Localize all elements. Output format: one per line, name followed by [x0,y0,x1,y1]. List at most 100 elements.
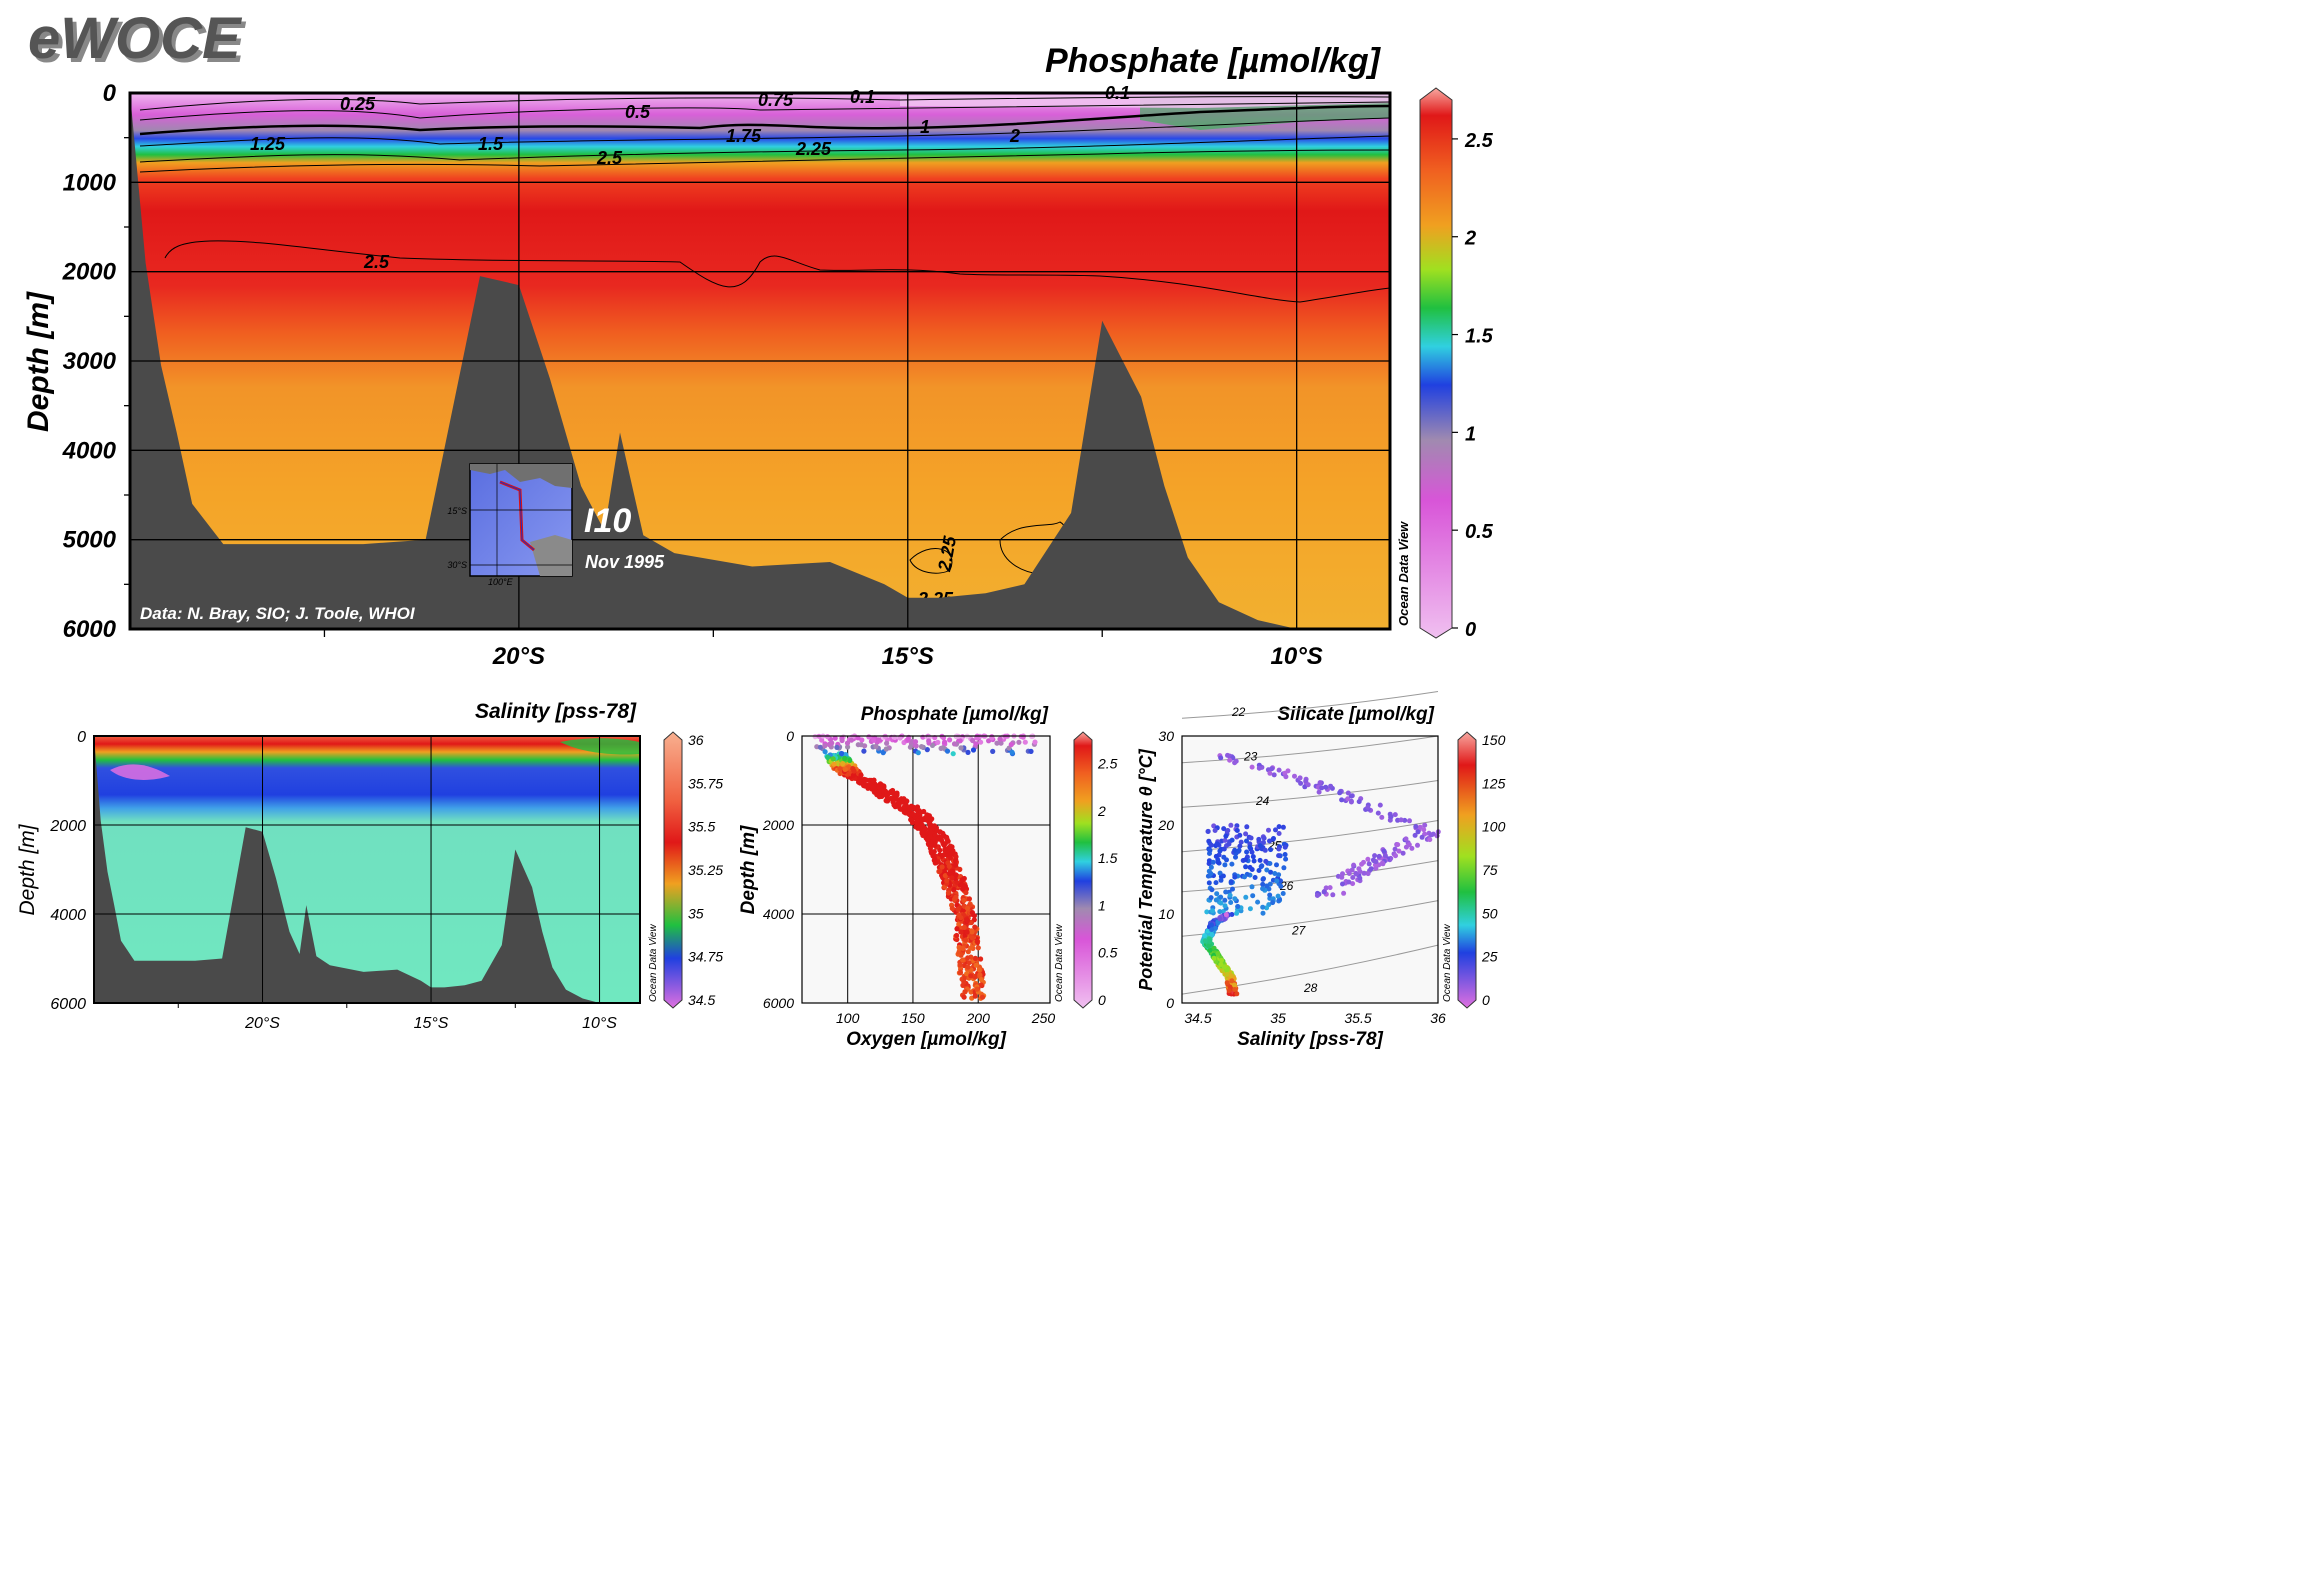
scatter-point [964,905,971,911]
main-section-panel: Phosphate [µmol/kg] Depth [m] 0.25 0.5 0… [22,42,1494,670]
scatter-point [1235,904,1241,909]
scatter-point [1376,853,1382,859]
scatter-point [1218,877,1224,883]
scatter-point [1407,818,1412,824]
scatter-point [1281,865,1287,871]
scatter-point [963,890,969,896]
scatter-point [978,739,984,745]
scatter-point [980,994,986,1000]
scatter-point [903,809,909,815]
scatter-point [1406,842,1412,848]
oxygen-x-tick-label: 150 [901,1010,925,1026]
scatter-point [1229,837,1235,843]
ts-colorbar-ticks: 150 125 100 75 50 25 0 [1481,732,1506,1008]
scatter-point [1237,832,1243,838]
scatter-point [1243,864,1249,870]
scatter-point [1316,789,1322,795]
isopycnal-label: 28 [1303,981,1318,995]
scatter-point [974,986,980,992]
salinity-y-tick-label: 4000 [50,907,86,924]
scatter-point [946,870,952,877]
scatter-point [955,906,961,913]
oxygen-x-tick-label: 250 [1031,1010,1056,1026]
scatter-point [1276,846,1282,852]
scatter-point [1228,973,1234,979]
scatter-point [1223,889,1229,895]
scatter-point [1214,891,1220,897]
scatter-point [1361,870,1367,876]
scatter-point [1413,824,1419,829]
scatter-point [968,973,974,979]
scatter-point [1232,847,1238,853]
scatter-point [957,962,963,968]
scatter-point [1319,785,1325,791]
contour-label: 0.25 [340,94,376,114]
scatter-point [1221,826,1227,832]
scatter-point [1264,905,1270,911]
scatter-point [859,737,865,743]
scatter-point [871,737,877,743]
scatter-point [1323,784,1329,790]
scatter-point [1346,879,1352,885]
colorbar-tick-label: 34.75 [688,949,723,965]
scatter-point [958,929,964,935]
isopycnal-label: 22 [1231,705,1246,719]
scatter-point [974,939,980,945]
inset-lat-label: 30°S [447,560,467,570]
scatter-point [1409,845,1415,851]
scatter-point [1365,871,1371,877]
scatter-point [1422,822,1428,828]
ts-x-tick-label: 36 [1430,1010,1446,1026]
scatter-point [1242,874,1247,880]
salinity-title: Salinity [pss-78] [475,700,637,723]
scatter-point [966,960,972,966]
scatter-point [1032,739,1038,745]
scatter-point [1217,870,1223,876]
colorbar-tick-label: 2.5 [1097,756,1118,772]
colorbar-tick-label: 100 [1482,819,1506,835]
scatter-point [969,910,976,916]
scatter-point [989,735,995,741]
ts-y-tick-label: 20 [1157,817,1174,833]
main-y-axis-label: Depth [m] [22,291,55,432]
scatter-point [1243,857,1249,863]
scatter-point [1231,982,1237,988]
oxygen-x-tick-label: 200 [966,1010,991,1026]
salinity-y-ticks: 0 2000 4000 6000 [49,729,86,1013]
contour-line [139,104,1391,136]
scatter-point [1221,846,1227,852]
scatter-point [1267,861,1273,866]
scatter-point [1252,875,1258,880]
ts-colorbar [1457,731,1477,1009]
scatter-point [1417,824,1423,830]
contour-label: 1 [920,117,930,137]
colorbar-tick-label: 0 [1098,992,1106,1008]
scatter-point [998,740,1004,746]
contour-label: 0.75 [758,90,794,110]
odv-label: Ocean Data View [1442,924,1453,1002]
scatter-point [1392,846,1398,852]
scatter-point [1356,866,1362,872]
scatter-point [1271,772,1277,778]
scatter-point [1218,894,1224,900]
scatter-point [890,787,896,794]
scatter-point [918,744,925,750]
scatter-point [942,841,948,847]
scatter-point [1249,884,1255,890]
colorbar-tick-label: 0.5 [1465,521,1494,543]
scatter-point [1328,783,1334,789]
oxygen-x-tick-label: 100 [836,1010,860,1026]
scatter-point [883,798,889,804]
scatter-point [1020,734,1026,740]
scatter-point [939,864,945,870]
oxygen-y-axis-label: Depth [m] [738,825,759,914]
scatter-point [1428,832,1434,838]
scatter-point [976,967,982,973]
scatter-point [1398,817,1404,823]
scatter-point [1243,894,1249,900]
scatter-point [972,924,978,930]
scatter-point [1269,766,1275,772]
scatter-point [1339,797,1345,803]
scatter-point [883,746,889,752]
scatter-point [1227,757,1233,763]
